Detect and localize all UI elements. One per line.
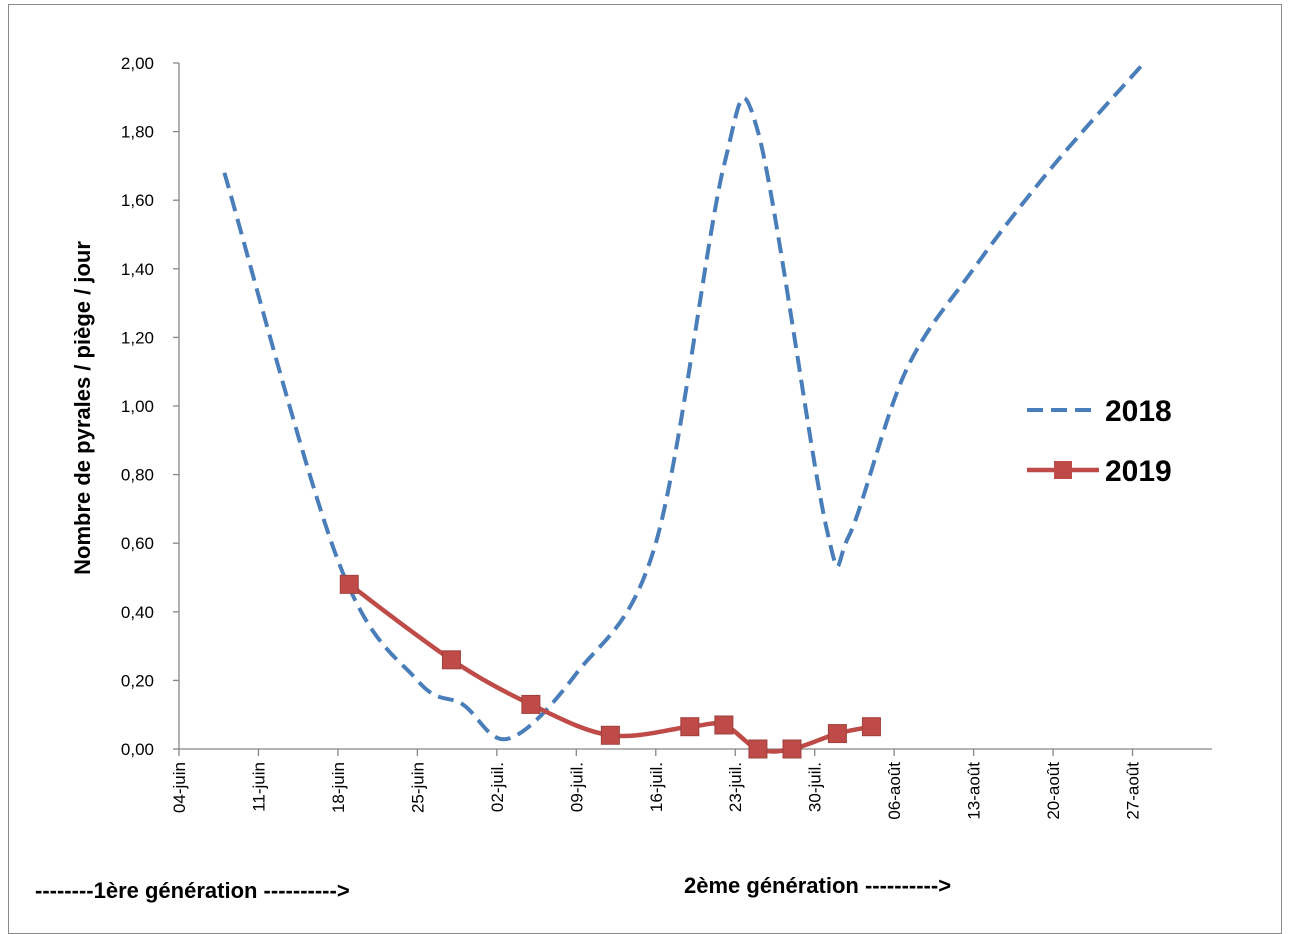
y-tick-label: 1,40 xyxy=(121,260,154,279)
x-tick-label: 02-juil. xyxy=(488,762,507,812)
data-point-2019 xyxy=(441,650,461,670)
series-layer xyxy=(222,61,1146,759)
x-tick-label: 18-juin xyxy=(329,762,348,813)
y-tick-label: 2,00 xyxy=(121,54,154,73)
data-point-2019 xyxy=(861,717,881,737)
x-tick-label: 11-juin xyxy=(249,762,268,812)
y-tick-label: 0,00 xyxy=(121,740,154,759)
chart-axes: 0,00 0,20 0,40 0,60 0,80 1,00 1,20 1,40 1,60 1,80… xyxy=(121,54,1212,820)
x-tick-label: 20-août xyxy=(1044,762,1063,820)
data-point-2019 xyxy=(714,715,734,735)
x-tick-label: 09-juil. xyxy=(567,762,586,812)
x-tick-label: 04-juin xyxy=(170,762,189,813)
x-tick-label: 30-juil. xyxy=(806,762,825,812)
first-generation-annotation: --------1ère génération ----------> xyxy=(35,878,350,903)
data-point-2019 xyxy=(782,739,802,759)
y-tick-label: 0,20 xyxy=(121,671,154,690)
x-tick-label: 13-août xyxy=(965,762,984,820)
x-tick-label: 25-juin xyxy=(408,762,427,813)
y-tick-label: 0,80 xyxy=(121,466,154,485)
legend-label-2018: 2018 xyxy=(1105,395,1172,428)
data-point-2019 xyxy=(521,694,541,714)
legend-label-2019: 2019 xyxy=(1105,455,1172,488)
data-point-2019 xyxy=(600,725,620,745)
series-line-2018 xyxy=(222,61,1146,742)
y-tick-label: 1,20 xyxy=(121,328,154,347)
second-generation-annotation: 2ème génération ----------> xyxy=(684,873,952,898)
x-tick-label: 06-août xyxy=(885,762,904,820)
x-tick-label: 16-juil. xyxy=(647,762,666,812)
series-2019 xyxy=(339,574,881,759)
y-tick-label: 0,40 xyxy=(121,603,154,622)
legend: 2018 2019 xyxy=(1027,395,1172,488)
data-point-2019 xyxy=(827,724,847,744)
x-tick-label: 27-août xyxy=(1124,762,1143,820)
y-tick-label: 1,00 xyxy=(121,397,154,416)
legend-marker-2019 xyxy=(1054,461,1072,479)
series-2018 xyxy=(222,61,1146,742)
y-tick-label: 1,80 xyxy=(121,123,154,142)
y-tick-label: 1,60 xyxy=(121,191,154,210)
data-point-2019 xyxy=(680,717,700,737)
x-tick-label: 23-juil. xyxy=(726,762,745,812)
y-tick-label: 0,60 xyxy=(121,534,154,553)
data-point-2019 xyxy=(339,574,359,594)
data-point-2019 xyxy=(748,739,768,759)
y-axis-label: Nombre de pyrales / piège / jour xyxy=(70,241,95,575)
